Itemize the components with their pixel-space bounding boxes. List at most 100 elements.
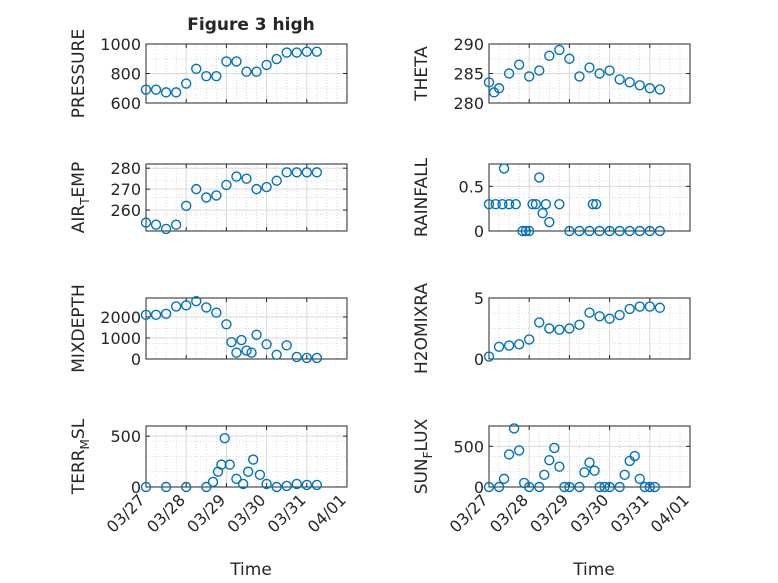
- data-point: [564, 481, 575, 493]
- data-point: [211, 190, 222, 201]
- data-point: [301, 167, 312, 178]
- data-point: [170, 87, 182, 98]
- data-point: [231, 171, 242, 182]
- data-point: [587, 198, 599, 210]
- x-axis-title-left: Time: [229, 560, 272, 580]
- x-tick-label: 03/29: [526, 490, 572, 536]
- data-point: [537, 207, 548, 219]
- data-point: [150, 309, 162, 321]
- data-point: [513, 59, 525, 70]
- data-point: [599, 481, 610, 493]
- data-point: [170, 301, 182, 312]
- y-tick-label: 1000: [100, 35, 141, 54]
- data-point: [498, 473, 510, 485]
- x-tick-label: 03/30: [566, 490, 612, 536]
- data-point: [221, 179, 232, 191]
- data-point: [291, 478, 302, 490]
- data-point: [201, 481, 212, 493]
- y-tick-label: 285: [453, 65, 484, 84]
- data-point: [644, 225, 655, 237]
- data-point: [510, 198, 521, 210]
- data-point: [554, 44, 565, 56]
- data-point: [497, 198, 508, 210]
- data-point: [614, 481, 625, 493]
- y-tick-label: 5: [474, 289, 484, 308]
- y-axis-label: H2OMIXRA: [412, 283, 432, 374]
- data-point: [311, 352, 323, 364]
- data-point: [503, 340, 515, 351]
- data-point: [261, 339, 272, 350]
- data-point: [604, 65, 615, 76]
- axes-box: [488, 163, 691, 232]
- data-point: [589, 465, 600, 476]
- data-point: [483, 351, 495, 362]
- y-axis-label: SUNFLUX: [412, 418, 435, 494]
- data-point: [594, 68, 605, 79]
- data-point: [634, 225, 645, 237]
- data-point: [559, 481, 570, 493]
- grid: [488, 164, 691, 232]
- data-point: [180, 481, 192, 493]
- data-point: [584, 62, 595, 73]
- data-point: [221, 56, 232, 67]
- data-point: [251, 66, 262, 77]
- data-point: [634, 473, 645, 485]
- data-point: [564, 323, 575, 334]
- x-tick-label: 03/27: [103, 490, 149, 536]
- data-point: [140, 84, 152, 95]
- data-point: [574, 225, 585, 237]
- data-point: [180, 78, 192, 89]
- data-point: [291, 351, 302, 363]
- data-point: [594, 225, 605, 237]
- data-point: [281, 47, 292, 58]
- y-tick-label: 500: [110, 427, 141, 446]
- subplot-pressure: 600 800 1000 PRESSURE: [69, 29, 348, 118]
- data-point: [624, 455, 635, 467]
- data-point: [634, 80, 645, 91]
- grid: [145, 298, 348, 360]
- data-point: [624, 225, 635, 237]
- data-point: [483, 77, 495, 88]
- data-point: [221, 319, 232, 330]
- data-point: [201, 70, 212, 82]
- data-point: [524, 481, 535, 493]
- data-point: [594, 311, 605, 322]
- series: [140, 433, 323, 493]
- data-point: [281, 340, 292, 351]
- y-tick-label: 270: [110, 180, 141, 199]
- data-point: [271, 175, 282, 186]
- data-point: [180, 300, 192, 311]
- data-point: [534, 65, 545, 76]
- data-point: [241, 66, 252, 77]
- series: [140, 167, 323, 235]
- data-point: [513, 339, 525, 350]
- data-point: [493, 341, 505, 352]
- data-point: [503, 449, 515, 460]
- data-point: [517, 225, 528, 237]
- data-point: [224, 459, 235, 470]
- y-tick-label: 0: [474, 478, 484, 497]
- data-point: [584, 457, 595, 468]
- y-tick-label: 0: [131, 350, 141, 369]
- y-axis-label: RAINFALL: [412, 157, 432, 237]
- data-point: [530, 198, 542, 210]
- data-point: [201, 302, 212, 313]
- x-tick-label: 03/31: [264, 490, 310, 536]
- data-point: [584, 225, 595, 237]
- x-axis-title-right: Time: [572, 560, 615, 580]
- grid: [145, 426, 348, 488]
- y-tick-label: 600: [110, 94, 141, 113]
- data-point: [574, 71, 585, 82]
- axes-box: [145, 163, 348, 232]
- data-point: [544, 50, 555, 61]
- figure-title: Figure 3 high: [187, 15, 315, 35]
- data-point: [493, 83, 505, 94]
- data-point: [219, 433, 230, 444]
- x-tick-label: 03/30: [223, 490, 269, 536]
- y-axis-label: AIRTEMP: [69, 162, 92, 233]
- data-point: [301, 352, 312, 364]
- y-tick-label: 0: [474, 350, 484, 369]
- grid: [488, 426, 691, 488]
- data-point: [242, 466, 254, 477]
- data-point: [604, 481, 615, 493]
